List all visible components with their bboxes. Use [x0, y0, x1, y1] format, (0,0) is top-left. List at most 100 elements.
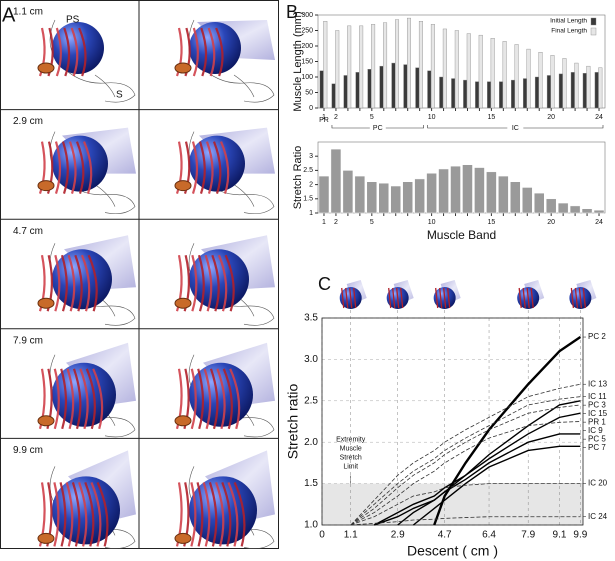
bar [534, 76, 539, 109]
bar [538, 52, 543, 109]
bar [486, 171, 497, 214]
bar [581, 208, 593, 214]
thumb-strip [345, 287, 349, 309]
muscle-strip [79, 368, 89, 430]
muscle-strip [54, 141, 62, 194]
bar [390, 185, 402, 214]
x-tick-label: 10 [428, 219, 436, 226]
muscle-strip [198, 141, 206, 194]
bar [574, 62, 579, 109]
muscle-strip [203, 368, 212, 430]
x-tick-label: 4.7 [438, 530, 452, 541]
muscle-strip [65, 482, 74, 547]
thumbnail [517, 280, 545, 309]
bar [498, 175, 509, 214]
y-tick-label: 1 [309, 210, 313, 217]
bar [323, 21, 328, 109]
y-tick-label: 2.5 [303, 167, 313, 174]
bar [586, 65, 591, 109]
bar [403, 64, 408, 109]
muscle-strip [208, 482, 218, 547]
bar [550, 55, 555, 109]
bar [371, 24, 376, 109]
thumbnail [339, 280, 367, 309]
group-label: PC [373, 125, 383, 132]
muscle-strip [85, 368, 96, 430]
x-tick-label: 5 [370, 114, 374, 121]
y-tick-label: 250 [301, 27, 313, 34]
bar [319, 70, 324, 109]
muscle-strip [66, 368, 75, 430]
descent-label: 2.9 cm [13, 116, 43, 127]
group-label-bg [369, 123, 386, 133]
bar [502, 41, 507, 109]
x-tick-label: 2 [334, 114, 338, 121]
x-tick-label: 2.9 [391, 530, 405, 541]
thumb-strip [447, 287, 451, 309]
bar [557, 202, 569, 214]
coccyx-ring [174, 180, 192, 192]
legend-swatch [590, 27, 597, 36]
y-tick-label: 100 [301, 74, 313, 81]
series-line [350, 396, 581, 526]
series-label: IC 24 [588, 512, 608, 521]
muscle-strip [72, 368, 82, 430]
muscle-strip [219, 141, 230, 194]
series-line [373, 433, 581, 526]
y-tick-label: 2 [309, 181, 313, 188]
x-tick-label: 1.1 [344, 530, 358, 541]
series-line [412, 445, 581, 526]
muscle-strip [75, 141, 85, 194]
thumb-strip [582, 287, 587, 309]
muscle-strip [82, 141, 93, 194]
thumb-strip [518, 287, 522, 309]
series-label: IC 13 [588, 379, 608, 388]
panel-a: 1.1 cm 2.9 cm 4.7 cm 7.9 cm 9.9 cm PS S [0, 0, 278, 549]
bar [355, 72, 360, 109]
muscle-strip [191, 141, 199, 194]
bar [418, 21, 423, 109]
muscle-strip [229, 368, 241, 430]
bar [514, 44, 519, 109]
thumb-strip [439, 287, 443, 309]
illustration [174, 450, 275, 549]
illustration [174, 19, 275, 103]
thumb-strip [341, 287, 345, 309]
group-label: IC [512, 125, 519, 132]
illustration [37, 450, 136, 549]
series-label: IC 15 [588, 409, 608, 418]
bar [545, 198, 557, 214]
group-label-bg [507, 123, 524, 133]
coccyx-ring [37, 532, 55, 544]
x-tick-label: 9.1 [553, 530, 567, 541]
bar [526, 48, 531, 109]
bar [347, 25, 352, 109]
muscle-strip [84, 482, 95, 547]
muscle-strip [196, 482, 204, 547]
muscle-strip [204, 254, 213, 312]
thumb-strip [522, 287, 526, 309]
bar [466, 33, 471, 109]
muscle-strip [202, 482, 211, 547]
bar [546, 75, 551, 109]
thumb-strip [443, 287, 447, 309]
bar [402, 181, 413, 214]
descent-label: 1.1 cm [13, 7, 43, 18]
fetal-head [52, 22, 104, 74]
muscle-strip [59, 482, 67, 547]
thumbnail [433, 280, 461, 309]
illustration [174, 342, 275, 438]
bar [414, 178, 425, 214]
bar [475, 81, 480, 109]
y-tick-label: 200 [301, 43, 313, 50]
muscle-strip [197, 368, 205, 430]
bar [562, 58, 567, 109]
muscle-strip [191, 254, 198, 312]
bar [359, 25, 364, 109]
muscle-strip [80, 254, 91, 312]
fetal-head [189, 362, 253, 427]
muscle-strip [217, 254, 228, 312]
muscle-strip [190, 482, 197, 547]
muscle-strip [96, 481, 109, 547]
x-tick-label: 15 [487, 114, 495, 121]
